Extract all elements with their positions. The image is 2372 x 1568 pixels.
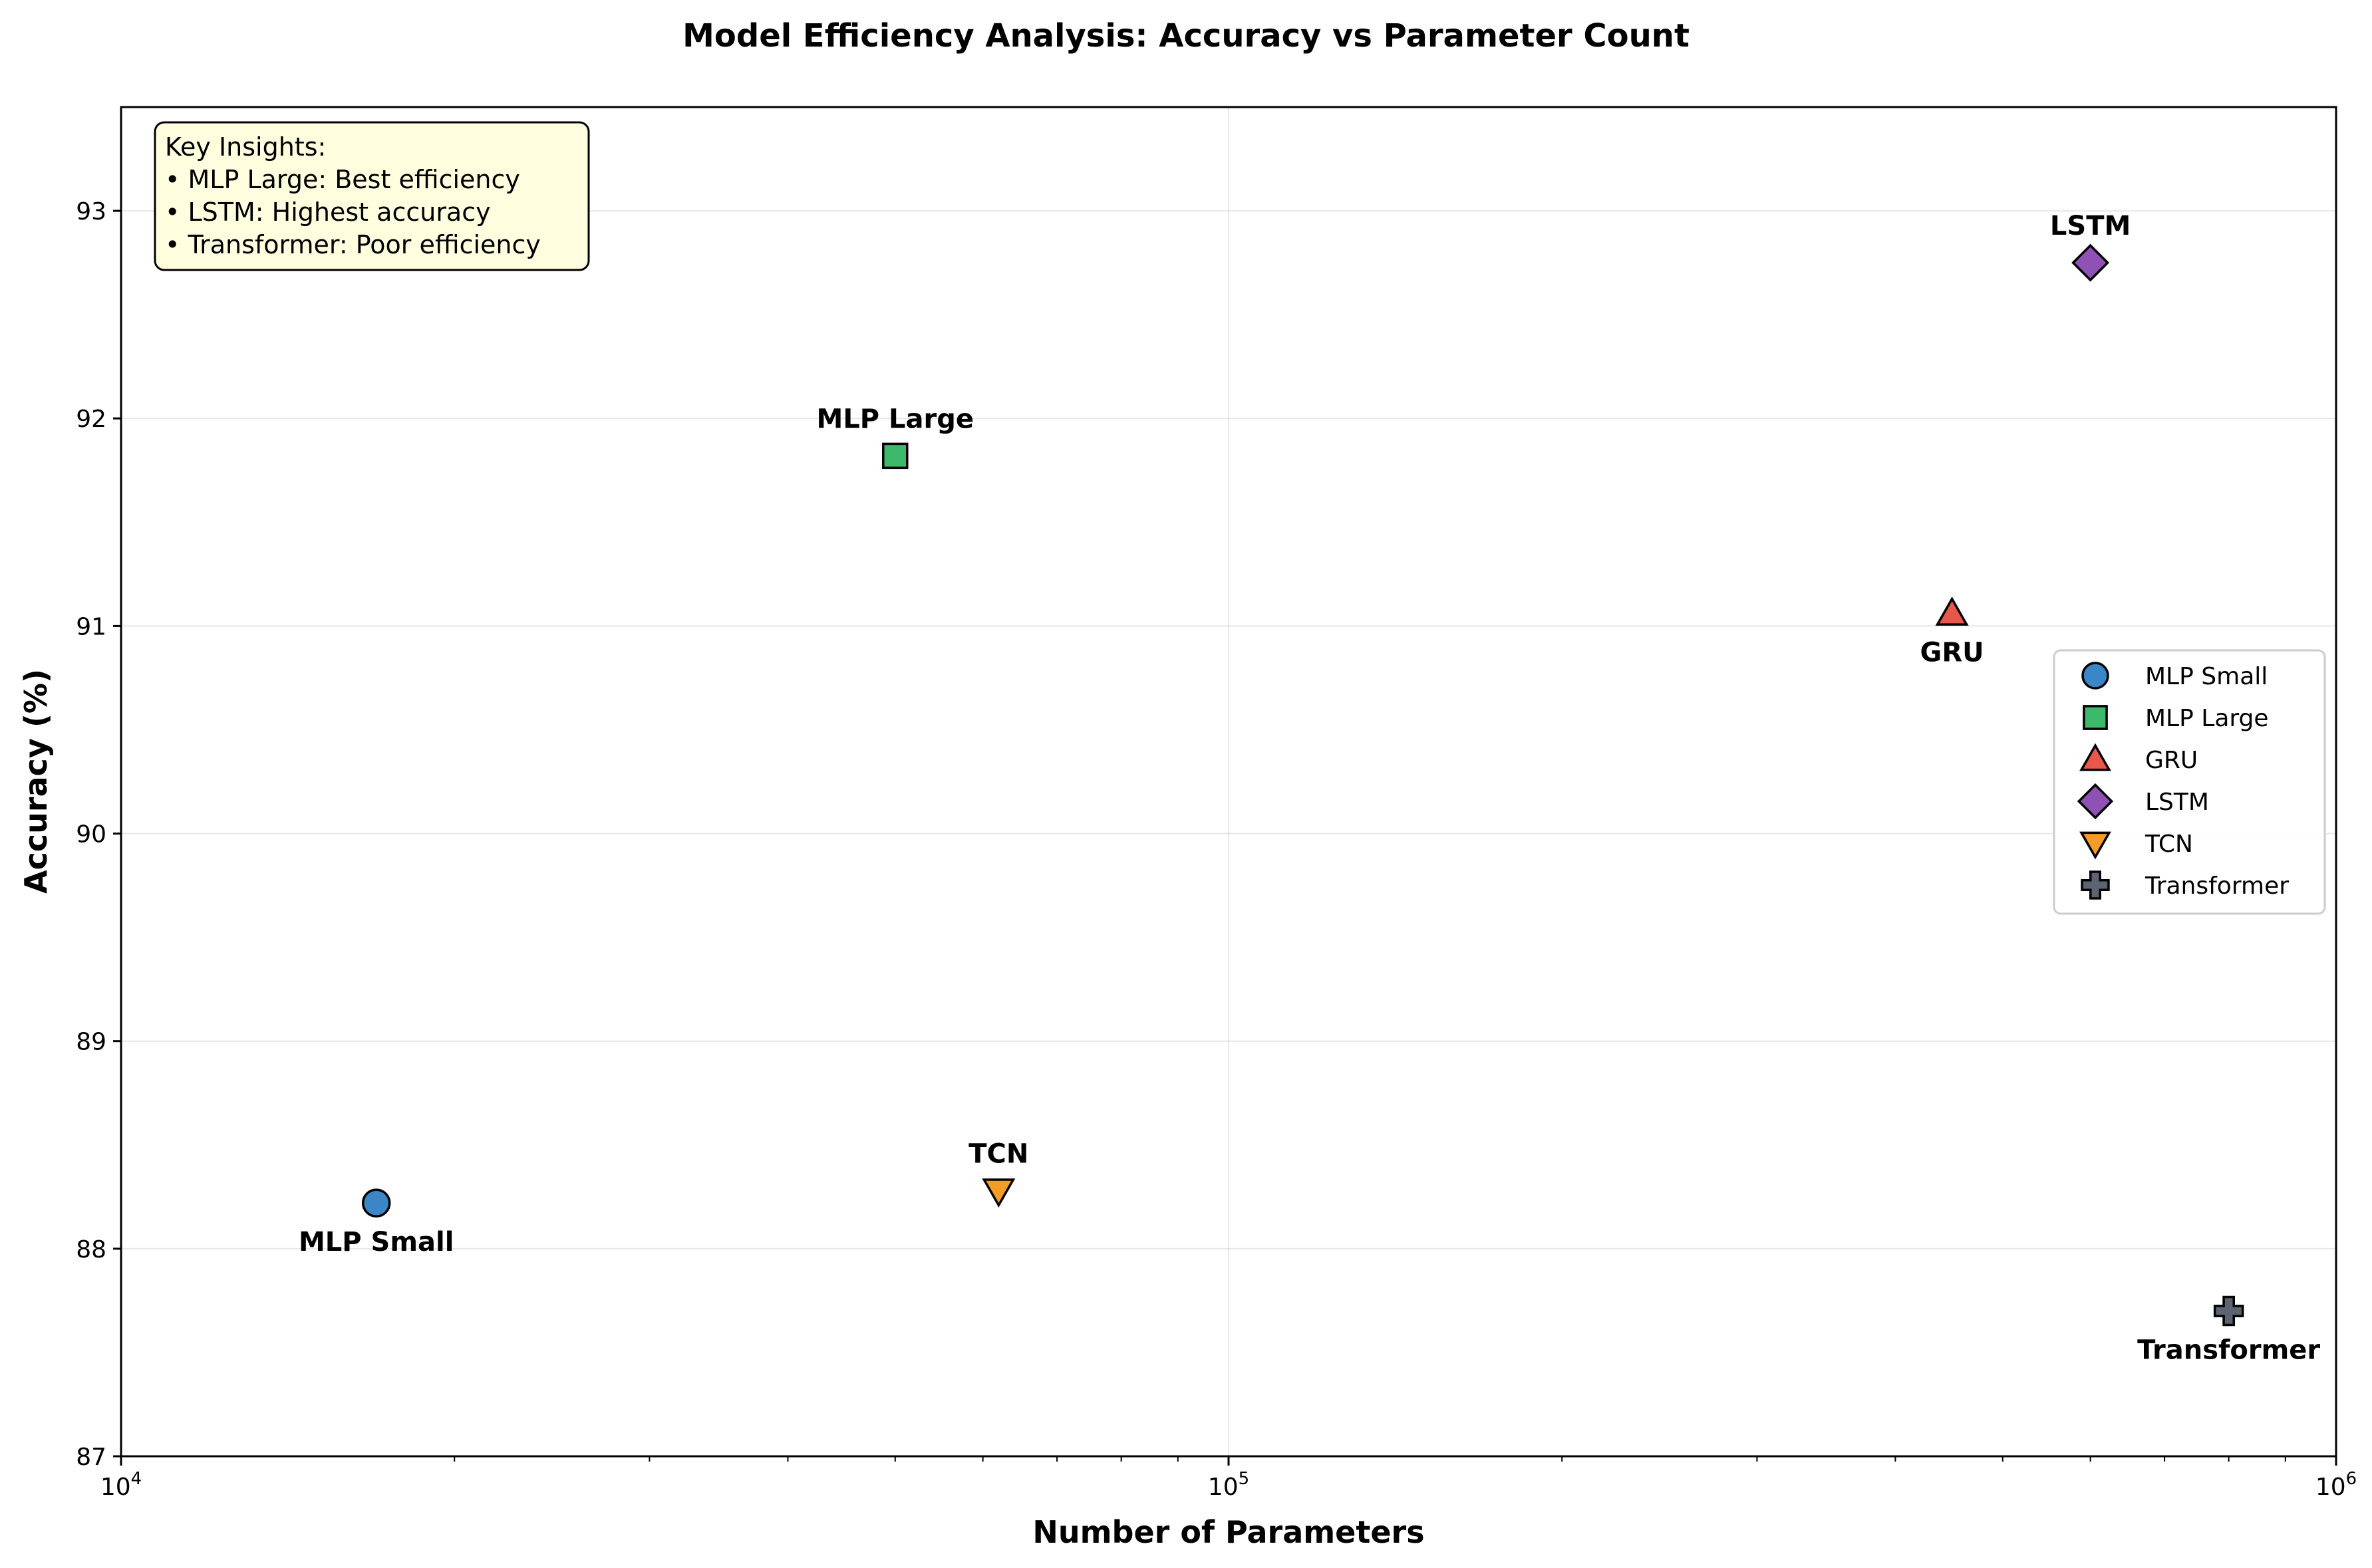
point-label-layer: MLP Small MLP Large GRU LSTM TCN Transformer (299, 211, 2320, 1365)
point-label: MLP Large (817, 404, 974, 434)
x-tick-label-base: 10 (1208, 1474, 1239, 1501)
insights-box-background (154, 121, 590, 271)
legend-marker (2081, 662, 2109, 690)
legend-label: GRU (2145, 747, 2198, 774)
x-tick-label: 104 (100, 1469, 142, 1501)
point-label: Transformer (2137, 1335, 2320, 1365)
point-label: LSTM (2050, 211, 2131, 241)
insights-title: Key Insights: (165, 132, 326, 162)
legend-marker (2077, 783, 2114, 820)
legend-label: MLP Large (2145, 705, 2269, 732)
point-marker (2213, 1295, 2244, 1327)
insights-box: Key Insights: • MLP Large: Best efficien… (154, 121, 590, 271)
legend-items: MLP Small MLP Large GRU LSTM TCN Transformer (2077, 662, 2289, 900)
legend-marker (2083, 705, 2108, 730)
point-marker (2071, 243, 2110, 282)
y-tick-label: 91 (76, 613, 106, 640)
insight-line-1: • MLP Large: Best efficiency (165, 165, 520, 194)
plot-frame (120, 106, 2337, 1458)
x-tick-label: 105 (1208, 1469, 1249, 1501)
legend-label: Transformer (2145, 872, 2289, 900)
y-axis-label: Accuracy (%) (18, 669, 54, 894)
chart-title: Model Efficiency Analysis: Accuracy vs P… (682, 17, 1690, 55)
x-axis-label: Number of Parameters (1032, 1514, 1424, 1550)
legend-label: LSTM (2145, 789, 2209, 816)
legend-marker (2079, 743, 2111, 771)
insight-line-2: • LSTM: Highest accuracy (165, 197, 491, 227)
point-label: GRU (1920, 638, 1984, 668)
x-tick-label-exponent: 4 (131, 1469, 142, 1489)
x-tick-label-exponent: 5 (1239, 1469, 1250, 1489)
legend-marker (2079, 831, 2111, 860)
legend-label: TCN (2145, 831, 2193, 858)
legend-label: MLP Small (2145, 663, 2268, 690)
x-tick-label: 106 (2315, 1469, 2357, 1501)
y-tick-label: 93 (76, 198, 106, 225)
point-label: TCN (968, 1138, 1028, 1169)
y-tick-label: 92 (76, 406, 106, 433)
x-tick-label-exponent: 6 (2346, 1469, 2357, 1489)
legend-frame (2053, 649, 2326, 915)
y-tick-label: 89 (76, 1029, 106, 1056)
y-tick-label: 88 (76, 1236, 106, 1263)
y-tick-label: 87 (76, 1444, 106, 1471)
point-marker (1935, 596, 1969, 626)
marker-layer (361, 243, 2244, 1327)
point-marker (882, 442, 909, 469)
legend: MLP Small MLP Large GRU LSTM TCN Transformer (2053, 649, 2326, 915)
point-label: MLP Small (299, 1227, 454, 1257)
point-marker (361, 1188, 391, 1218)
legend-marker (2081, 870, 2110, 900)
x-tick-label-base: 10 (100, 1474, 131, 1501)
x-tick-label-base: 10 (2315, 1474, 2346, 1501)
y-tick-label: 90 (76, 821, 106, 849)
insight-line-3: • Transformer: Poor efficiency (165, 230, 541, 259)
point-marker (982, 1178, 1016, 1208)
